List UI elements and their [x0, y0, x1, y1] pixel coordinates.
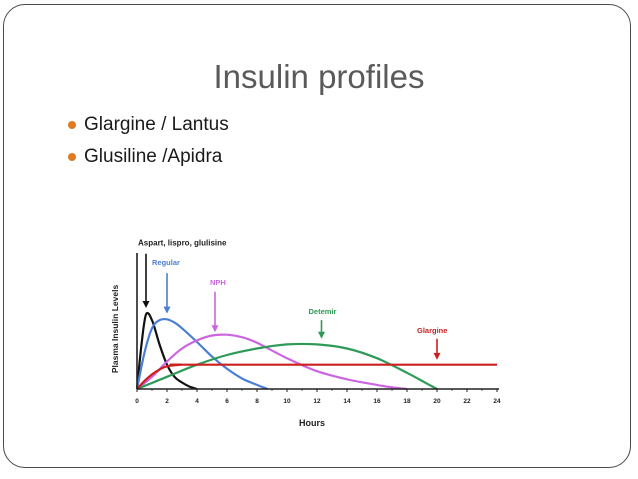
x-tick-label: 16	[373, 398, 381, 405]
x-axis-label: Hours	[299, 418, 325, 428]
bullet-text: Glargine / Lantus	[84, 114, 229, 135]
annotation-label: NPH	[210, 278, 226, 287]
x-tick-label: 4	[195, 398, 199, 405]
bullet-list: Glargine / Lantus Glusiline /Apidra	[68, 109, 229, 173]
x-tick-label: 24	[493, 398, 501, 405]
x-tick-label: 8	[255, 398, 259, 405]
x-tick-label: 2	[165, 398, 169, 405]
annotation-arrow-head	[163, 306, 171, 314]
x-tick-label: 14	[343, 398, 351, 405]
bullet-text: Glusiline /Apidra	[84, 146, 223, 167]
series-layer	[135, 311, 497, 391]
x-tick-label: 22	[463, 398, 471, 405]
bullet-dot-icon	[68, 153, 76, 161]
x-tick-label: 20	[433, 398, 441, 405]
y-axis-label: Plasma Insulin Levels	[110, 285, 120, 374]
annotation-label: Regular	[152, 258, 180, 267]
bullet-item-glargine: Glargine / Lantus	[68, 109, 229, 141]
annotation-arrow-head	[211, 325, 219, 333]
slide-title: Insulin profiles	[213, 58, 425, 95]
bullet-dot-icon	[68, 121, 76, 129]
annotation-label: Detemir	[309, 307, 337, 316]
bullet-item-glusiline: Glusiline /Apidra	[68, 141, 229, 173]
x-tick-label: 12	[313, 398, 321, 405]
series-line-2	[136, 333, 408, 391]
x-tick-label: 0	[135, 398, 139, 405]
x-tick-label: 6	[225, 398, 229, 405]
series-line-4	[136, 363, 497, 390]
annotation-arrow-head	[433, 352, 441, 360]
annotation-label: Glargine	[417, 326, 447, 335]
annotation-arrow-head	[318, 331, 325, 339]
x-tick-label: 18	[403, 398, 411, 405]
x-tick-label: 10	[283, 398, 291, 405]
series-line-1	[135, 317, 268, 391]
annotation-label: Aspart, lispro, glulisine	[138, 239, 227, 248]
annotation-layer: Aspart, lispro, glulisine Regular NPH Detem…	[138, 239, 447, 360]
annotation-arrow-head	[142, 301, 150, 308]
series-line-0	[135, 311, 198, 391]
